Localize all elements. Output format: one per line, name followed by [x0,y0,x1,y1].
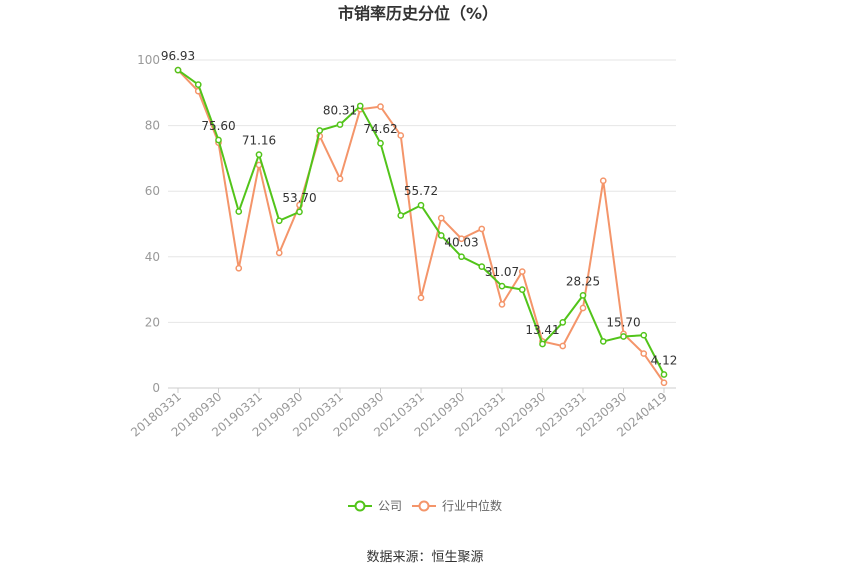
data-point[interactable] [275,217,283,225]
data-point[interactable] [559,342,567,350]
data-point[interactable] [255,151,263,158]
data-point[interactable] [275,249,283,257]
data-point[interactable] [336,175,344,183]
data-label: 75.60 [201,119,235,133]
data-point[interactable] [235,208,243,215]
y-tick-label: 40 [145,250,160,264]
data-point[interactable] [417,294,425,302]
data-label: 96.93 [161,49,195,63]
data-point[interactable] [660,371,668,378]
data-point[interactable] [539,340,546,348]
legend-item-0[interactable]: 公司 [348,499,402,513]
data-label: 40.03 [444,236,478,250]
data-point[interactable] [640,331,648,339]
data-point[interactable] [518,268,526,275]
data-point[interactable] [660,379,668,387]
y-tick-label: 20 [145,315,160,329]
data-label: 71.16 [242,134,276,148]
data-point[interactable] [437,214,445,222]
y-tick-label: 60 [145,184,160,198]
data-point[interactable] [417,201,425,209]
data-point[interactable] [478,263,486,270]
data-point[interactable] [458,235,465,243]
data-point[interactable] [478,225,486,233]
legend-item-1[interactable]: 行业中位数 [412,498,502,513]
legend-marker [418,500,430,512]
data-label: 55.72 [404,184,438,198]
data-point[interactable] [377,139,384,147]
series-lines [174,66,668,387]
y-tick-label: 100 [137,53,160,67]
data-point[interactable] [458,253,465,261]
data-label: 15.70 [606,316,640,330]
data-point[interactable] [235,264,243,272]
data-point[interactable] [296,208,303,216]
legend-label: 行业中位数 [442,498,502,513]
legend[interactable]: 公司 行业中位数 [348,498,502,513]
source-note: 数据来源：恒生聚源 [366,550,483,565]
y-tick-label: 80 [145,119,160,133]
data-point[interactable] [599,338,607,345]
data-labels: 96.93 75.60 71.16 53.70 80.31 74.62 55.72 40.03… [161,49,678,367]
data-point[interactable] [215,136,222,144]
data-point[interactable] [397,132,405,139]
y-tick-label: 0 [152,381,160,395]
data-point[interactable] [640,350,648,357]
series-line-1 [177,69,665,384]
data-label: 31.07 [485,265,519,279]
data-point[interactable] [397,212,405,219]
data-point[interactable] [437,232,445,239]
series-line-0 [177,69,665,375]
data-point[interactable] [336,121,344,128]
data-point[interactable] [518,286,526,293]
data-point[interactable] [194,81,202,88]
data-point[interactable] [377,103,384,110]
data-label: 53.70 [282,191,316,205]
data-point[interactable] [559,319,567,326]
data-label: 4.12 [651,353,678,367]
chart-title: 市销率历史分位（%） [338,4,498,23]
grid [168,59,676,389]
data-point[interactable] [599,177,607,185]
data-point[interactable] [498,282,506,290]
data-point[interactable] [356,102,364,110]
data-point[interactable] [579,291,587,299]
data-label: 28.25 [566,274,600,288]
data-label: 74.62 [363,122,397,136]
data-point[interactable] [316,127,324,134]
data-point[interactable] [620,333,627,340]
data-point[interactable] [579,304,587,312]
data-point[interactable] [174,66,182,74]
data-label: 80.31 [323,104,357,118]
data-point[interactable] [498,301,506,308]
legend-marker [354,500,366,512]
data-label: 13.41 [525,323,559,337]
legend-label: 公司 [378,499,402,513]
